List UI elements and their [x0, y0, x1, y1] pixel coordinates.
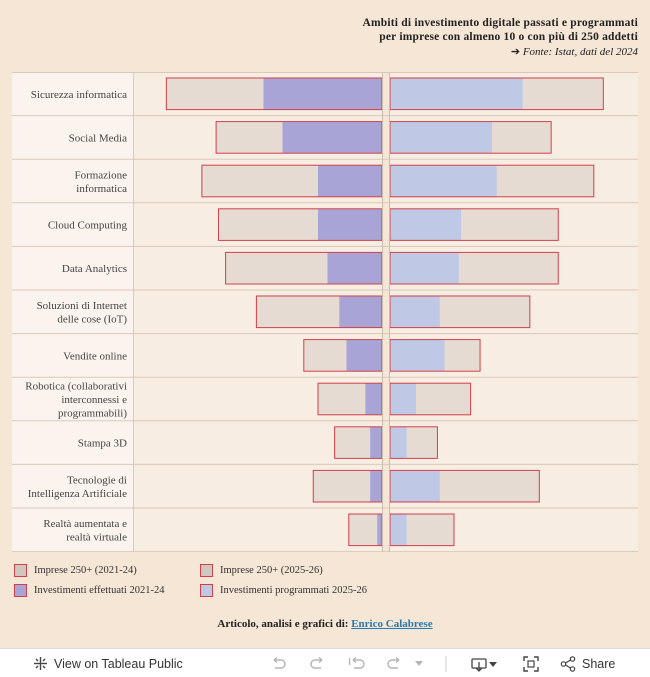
chart-source: ➔ Fonte: Istat, dati del 2024: [218, 45, 638, 59]
category-label: Realtà aumentata e realtà virtuale: [43, 518, 127, 544]
tableau-logo-icon: [33, 656, 48, 671]
label-column-bg: [12, 72, 133, 552]
category-label: Tecnologie di Intelligenza Artificiale: [28, 474, 127, 500]
category-label: Sicurezza informatica: [31, 89, 127, 101]
legend-item-investimenti-programmati[interactable]: Investimenti programmati 2025-26: [200, 584, 367, 597]
chart-header: Ambiti di investimento digitale passati …: [218, 16, 638, 59]
category-label: Formazione informatica: [74, 169, 127, 195]
bar-investimenti-effettuati: [263, 78, 382, 110]
source-text: Istat, dati del 2024: [554, 46, 638, 58]
redo-icon: [310, 656, 326, 671]
dropdown-icon: [415, 660, 423, 667]
legend-label: Imprese 250+ (2025-26): [220, 565, 323, 576]
legend-item-imprese-2025-26[interactable]: Imprese 250+ (2025-26): [200, 564, 323, 577]
revert-icon: [348, 656, 366, 671]
legend-item-investimenti-effettuati[interactable]: Investimenti effettuati 2021-24: [14, 584, 164, 597]
bar-investimenti-effettuati: [377, 514, 382, 546]
revert-button[interactable]: [348, 649, 366, 677]
tableau-toolbar: View on Tableau Public: [0, 648, 650, 677]
bar-investimenti-programmati: [390, 339, 445, 372]
bar-investimenti-effettuati: [327, 252, 382, 284]
undo-button[interactable]: [270, 649, 286, 677]
category-label: Stampa 3D: [78, 438, 127, 450]
chart-legend: Imprese 250+ (2021-24) Imprese 250+ (202…: [14, 564, 414, 600]
legend-swatch: [14, 584, 27, 597]
bar-investimenti-effettuati: [370, 426, 382, 459]
bar-investimenti-programmati: [390, 296, 440, 328]
credit-line: Articolo, analisi e grafici di: Enrico C…: [0, 618, 650, 630]
legend-swatch: [200, 584, 213, 597]
bar-investimenti-effettuati: [339, 296, 382, 328]
source-arrow-icon: ➔: [510, 46, 521, 58]
view-on-tableau-label: View on Tableau Public: [54, 656, 183, 671]
legend-label: Imprese 250+ (2021-24): [34, 565, 137, 576]
bar-investimenti-programmati: [390, 383, 417, 415]
category-label: Social Media: [69, 132, 127, 144]
share-icon: [560, 655, 576, 672]
bar-investimenti-effettuati: [282, 121, 382, 154]
bar-investimenti-programmati: [390, 426, 407, 459]
category-label: Data Analytics: [62, 263, 127, 275]
redo-button[interactable]: [310, 649, 326, 677]
credit-prefix: Articolo, analisi e grafici di:: [217, 618, 349, 630]
diverging-bar-chart[interactable]: Sicurezza informatica Social Media Formazi…: [12, 72, 638, 552]
bar-investimenti-programmati: [390, 165, 497, 197]
category-label: Soluzioni di Internet delle cose (IoT): [37, 300, 128, 326]
toolbar-divider: [445, 649, 447, 677]
bar-investimenti-programmati: [390, 252, 459, 284]
bar-investimenti-effettuati: [318, 165, 382, 197]
bar-investimenti-programmati: [390, 470, 440, 502]
share-button[interactable]: Share: [560, 649, 615, 677]
author-link[interactable]: Enrico Calabrese: [351, 618, 433, 630]
bar-investimenti-effettuati: [346, 339, 382, 372]
chart-title-line-2: per imprese con almeno 10 o con più di 2…: [379, 31, 638, 43]
bar-investimenti-programmati: [390, 514, 407, 546]
bar-investimenti-effettuati: [370, 470, 382, 502]
bar-investimenti-programmati: [390, 121, 492, 154]
fullscreen-button[interactable]: [523, 649, 539, 677]
refresh-icon: [386, 656, 404, 671]
bar-investimenti-effettuati: [365, 383, 382, 415]
refresh-button[interactable]: [386, 649, 404, 677]
legend-item-imprese-2021-24[interactable]: Imprese 250+ (2021-24): [14, 564, 137, 577]
chart-canvas[interactable]: Sicurezza informatica Social Media Formazi…: [12, 72, 638, 552]
chart-title-line-1: Ambiti di investimento digitale passati …: [362, 17, 638, 29]
category-label: Cloud Computing: [48, 220, 128, 232]
view-on-tableau-button[interactable]: View on Tableau Public: [33, 649, 183, 677]
legend-swatch: [200, 564, 213, 577]
legend-label: Investimenti programmati 2025-26: [220, 585, 367, 596]
refresh-dropdown[interactable]: [415, 649, 423, 677]
download-icon: [471, 656, 497, 672]
fullscreen-icon: [523, 655, 539, 672]
bar-investimenti-programmati: [390, 78, 523, 110]
undo-icon: [270, 656, 286, 671]
legend-swatch: [14, 564, 27, 577]
category-label: Robotica (collaborativi interconnessi e pr…: [25, 381, 127, 420]
bar-investimenti-effettuati: [318, 208, 382, 241]
download-button[interactable]: [471, 649, 497, 677]
bar-investimenti-programmati: [390, 208, 462, 241]
source-label: Fonte:: [522, 46, 553, 58]
share-label: Share: [582, 656, 616, 671]
bar-imprese-2021-24: [348, 514, 382, 546]
legend-label: Investimenti effettuati 2021-24: [34, 585, 165, 596]
category-label: Vendite online: [63, 350, 127, 362]
